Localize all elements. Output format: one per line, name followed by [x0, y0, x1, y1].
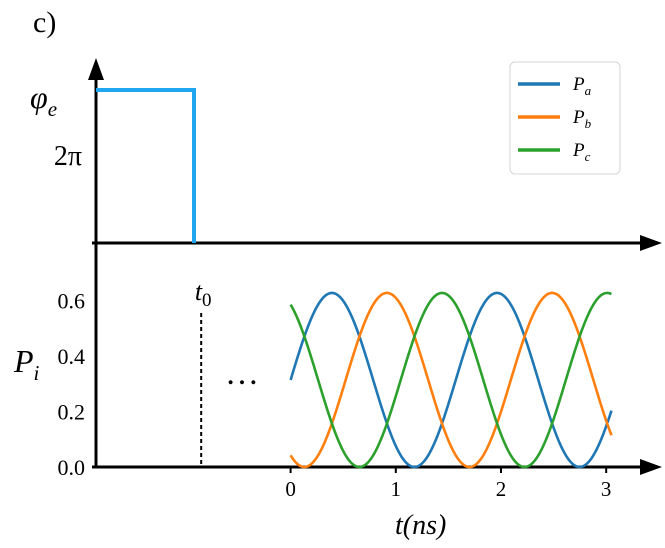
- legend-box: [509, 61, 621, 175]
- legend-label-P_a: Pa: [572, 74, 592, 98]
- series-P_c-line: [289, 291, 612, 469]
- population-curves: [289, 291, 613, 469]
- top-panel: φe 2π: [30, 58, 662, 467]
- y-tick-label: 0.0: [58, 455, 86, 480]
- y-tick-label: 0.6: [58, 288, 86, 313]
- bottom-x-label: t(ns): [395, 510, 446, 541]
- series-P_a-line: [289, 291, 613, 469]
- y-tick-label: 0.2: [58, 399, 86, 424]
- bottom-y-label: Pi: [13, 343, 40, 385]
- t0-label: t0: [195, 277, 212, 311]
- y-tick-label: 0.4: [58, 344, 86, 369]
- x-tick-label: 3: [601, 477, 612, 501]
- series-P_b-line: [289, 291, 613, 469]
- x-tick-label: 2: [496, 477, 507, 501]
- bottom-x-axis-arrow: [640, 459, 662, 475]
- top-y-axis-arrow: [88, 58, 104, 80]
- y-ticks: 0.0 0.2 0.4 0.6: [58, 288, 86, 480]
- legend-items: Pa Pb Pc: [518, 74, 592, 164]
- x-ticks: 0 1 2 3: [285, 467, 611, 501]
- x-tick-label: 0: [285, 477, 296, 501]
- ellipsis: …: [225, 355, 259, 392]
- top-x-axis-arrow: [640, 235, 662, 251]
- legend-label-P_b: Pb: [572, 107, 592, 131]
- legend: Pa Pb Pc: [509, 61, 621, 175]
- top-y-label: φe: [30, 79, 57, 121]
- panel-label: c): [33, 6, 56, 39]
- legend-label-P_c: Pc: [572, 140, 591, 164]
- phi-series-line: [96, 88, 196, 243]
- top-y-tick-label: 2π: [54, 141, 82, 172]
- bottom-panel: 0 1 2 3 0.0 0.2 0.4 0.6 Pi t(ns) t0 …: [13, 277, 662, 541]
- x-tick-label: 1: [391, 477, 402, 501]
